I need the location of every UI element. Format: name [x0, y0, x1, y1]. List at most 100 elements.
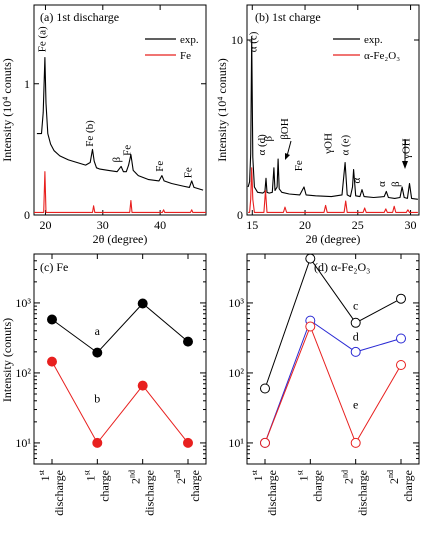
data-point-c [260, 383, 270, 394]
data-point-a [137, 298, 148, 309]
panel-c-ylabel: Intensity (conuts) [0, 318, 14, 402]
peak-label: Fe [154, 161, 166, 172]
svg-text:2nd: 2nd [386, 470, 401, 484]
data-point-c [350, 317, 361, 328]
category-label: 1st charge [82, 469, 111, 502]
peak-label: α [351, 178, 363, 184]
y-tick-label: 0 [24, 208, 30, 222]
panel-a: (a) 1st discharge Intensity (10⁴ conuts)… [0, 4, 207, 246]
data-point-e [305, 321, 316, 332]
y-tick-label: 10³ [15, 296, 31, 310]
data-point-a [183, 336, 193, 347]
peak-label: α (e) [339, 134, 351, 155]
data-point-b [137, 380, 148, 391]
y-tick-label: 1 [24, 77, 30, 91]
x-tick-label: 15 [246, 218, 258, 232]
y-tick-label: 10² [15, 366, 31, 380]
category-label: 2nd discharge [128, 470, 157, 516]
panel-a-lines [34, 56, 206, 213]
series-label: e [353, 398, 358, 412]
peak-label: γOH [401, 138, 413, 160]
panel-d-frame [246, 253, 420, 465]
peak-label: Fe [293, 160, 305, 171]
y-tick-label: 10³ [228, 296, 244, 310]
peak-label: α [376, 181, 388, 187]
svg-text:1st: 1st [37, 469, 52, 481]
arrow-beta-oh [286, 140, 292, 157]
panel-d-lines [260, 253, 406, 448]
peak-label: α (c) [248, 31, 260, 52]
panel-a-ticks: 20 30 40 0 1 [24, 5, 206, 232]
panel-b-title: (b) 1st charge [255, 10, 321, 24]
series-line-reference [248, 167, 418, 213]
peak-label: βOH [279, 118, 291, 140]
svg-text:discharge: discharge [143, 470, 157, 516]
panel-b: (b) 1st charge Intensity (10⁴ conuts) 2θ… [215, 4, 420, 246]
panel-c-annotations: ab [94, 324, 100, 406]
series-line-e [264, 325, 402, 445]
series-line-exp [247, 35, 418, 200]
peak-label: Fe (a) [37, 26, 49, 52]
panel-b-legend: exp. α-Fe₂O₃ [333, 34, 400, 62]
data-point-b [47, 356, 57, 367]
panel-c-frame [33, 253, 207, 465]
panel-a-legend: exp. Fe [145, 34, 199, 62]
y-tick-label: 0 [237, 208, 243, 222]
peak-label: α (d) [256, 134, 268, 156]
data-point-a [47, 314, 57, 325]
series-line-reference [34, 171, 206, 213]
panel-b-frame [246, 4, 420, 216]
panel-d-title: (d) α-Fe₂O₃ [314, 260, 370, 274]
series-line-c [264, 257, 402, 389]
panel-b-ticks: 15 20 25 30 0 10 [231, 5, 419, 232]
data-point-e [350, 437, 361, 448]
x-tick-label: 40 [154, 218, 166, 232]
series-line-a [51, 302, 189, 354]
legend-label-exp: exp. [180, 34, 199, 46]
category-label: 1st discharge [250, 469, 279, 516]
svg-text:charge: charge [310, 470, 324, 502]
category-label: 2nd charge [386, 470, 415, 502]
svg-text:charge: charge [401, 470, 415, 502]
arrow-gamma-oh-head [402, 161, 408, 169]
y-tick-label: 10¹ [228, 436, 244, 450]
series-label: d [353, 330, 359, 344]
y-tick-label: 10² [228, 366, 244, 380]
x-tick-label: 20 [39, 218, 51, 232]
panel-a-ylabel: Intensity (10⁴ conuts) [0, 58, 14, 162]
panel-a-xlabel: 2θ (degree) [93, 232, 148, 246]
legend-label-exp: exp. [364, 34, 383, 46]
series-line-d [264, 319, 402, 444]
svg-text:2nd: 2nd [173, 470, 188, 484]
data-point-e [260, 437, 270, 448]
data-point-b [183, 437, 193, 448]
series-line-exp [36, 56, 204, 191]
peak-label: Fe [121, 145, 133, 156]
x-tick-label: 20 [299, 218, 311, 232]
data-point-d [396, 333, 406, 344]
x-tick-label: 30 [97, 218, 109, 232]
svg-text:discharge: discharge [52, 470, 66, 516]
x-tick-label: 25 [352, 218, 364, 232]
category-label: 2nd discharge [341, 470, 370, 516]
panel-b-arrows [285, 139, 408, 169]
svg-text:2nd: 2nd [341, 470, 356, 484]
panel-b-ylabel: Intensity (10⁴ conuts) [215, 58, 229, 162]
x-tick-label: 30 [405, 218, 417, 232]
category-label: 2nd charge [173, 470, 202, 502]
svg-text:1st: 1st [295, 469, 310, 481]
peak-label: β [390, 181, 402, 187]
legend-label-fe: Fe [180, 50, 191, 62]
panel-a-frame [33, 4, 207, 216]
y-tick-label: 10 [231, 33, 243, 47]
peak-label: Fe (b) [84, 120, 96, 147]
legend-label-fe2o3: α-Fe₂O₃ [364, 50, 400, 62]
panel-d-annotations: c d e [353, 299, 359, 412]
category-label: 1st discharge [37, 469, 66, 516]
panel-c-lines [47, 298, 193, 448]
